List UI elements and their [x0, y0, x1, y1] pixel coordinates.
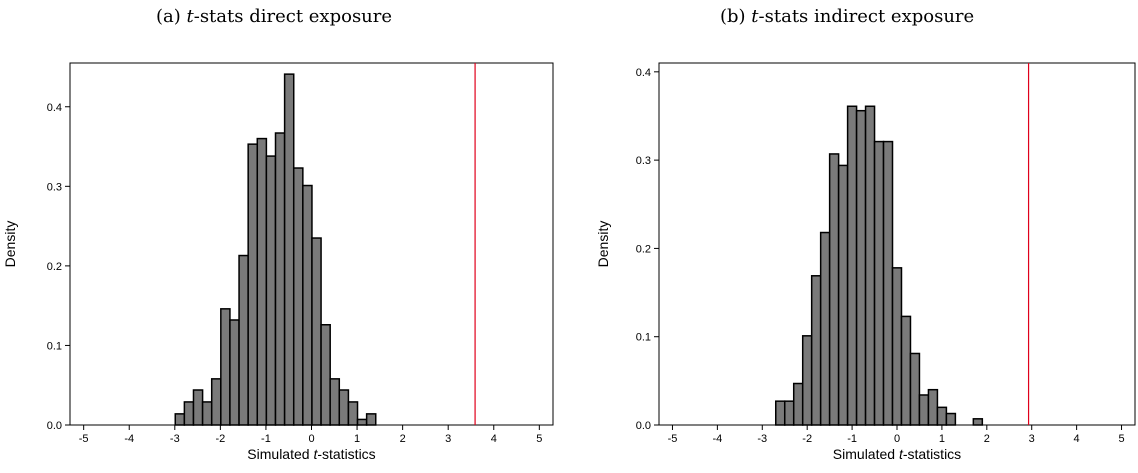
y-tick-label: 0.0 — [636, 420, 651, 432]
x-tick-label: 0 — [894, 433, 900, 445]
histogram-bar — [247, 143, 259, 426]
x-tick-label: 3 — [1029, 433, 1035, 445]
histogram-bar — [320, 324, 331, 426]
y-axis-label-a: Density — [2, 221, 18, 268]
x-tick-label: -5 — [79, 433, 89, 445]
histogram-bar — [972, 418, 984, 426]
x-tick-label: -3 — [170, 433, 180, 445]
x-tick-label: 1 — [354, 433, 360, 445]
x-tick-label: -5 — [668, 433, 678, 445]
histogram-bar — [900, 315, 912, 426]
chart-title-a: (a) t-stats direct exposure — [156, 6, 393, 27]
histogram-bar — [846, 105, 858, 426]
x-tick-label: -4 — [124, 433, 134, 445]
histogram-a: -5 -4 -3 -2 -1 0 1 2 3 4 5 0.0 0.1 0.2 0.3 0.4 Simulated… — [2, 62, 554, 462]
x-tick-label: 4 — [491, 433, 497, 445]
y-tick-label: 0.2 — [47, 261, 62, 273]
x-tick-label: 4 — [1074, 433, 1080, 445]
histogram-bar — [810, 275, 822, 426]
histogram-bar — [283, 73, 295, 426]
x-tick-label: -1 — [847, 433, 857, 445]
x-tick-label: -3 — [757, 433, 767, 445]
histogram-bar — [174, 413, 186, 426]
x-tick-label: 5 — [536, 433, 542, 445]
y-tick-label: 0.1 — [636, 332, 651, 344]
x-tick-label: 1 — [939, 433, 945, 445]
x-tick-label: 2 — [984, 433, 990, 445]
histogram-bar — [855, 109, 867, 426]
histogram-bar — [783, 400, 795, 426]
histogram-bar — [882, 140, 894, 426]
histogram-bar — [792, 382, 804, 426]
y-tick-label: 0.3 — [47, 181, 62, 193]
x-tick-label: -1 — [261, 433, 271, 445]
histogram-bar — [256, 137, 268, 426]
histogram-bar — [183, 401, 195, 426]
histogram-bar — [192, 389, 204, 426]
histogram-bar — [292, 167, 304, 426]
x-tick-label: 5 — [1118, 433, 1124, 445]
histogram-bar — [909, 352, 921, 426]
y-tick-label: 0.4 — [636, 67, 651, 79]
histogram-bar — [819, 231, 831, 426]
x-tick-label: -4 — [712, 433, 722, 445]
histogram-b: -5 -4 -3 -2 -1 0 1 2 3 4 5 0.0 0.1 0.2 0.3 0.4 Simulated… — [595, 62, 1136, 462]
histogram-bar — [201, 401, 213, 426]
histogram-bar — [338, 389, 350, 426]
histogram-bar — [365, 413, 377, 426]
y-tick-label: 0.0 — [47, 420, 62, 432]
histogram-bar — [265, 155, 277, 426]
histogram-bar — [873, 140, 885, 426]
histogram-bar — [220, 308, 231, 426]
x-axis-label-a: Simulated t-statistics — [247, 446, 375, 462]
histogram-bar — [927, 388, 939, 426]
x-tick-label: 2 — [400, 433, 406, 445]
y-tick-label: 0.2 — [636, 243, 651, 255]
x-tick-label: 0 — [308, 433, 314, 445]
histogram-bar — [837, 164, 849, 426]
histogram-bar — [347, 401, 359, 426]
chart-title-b: (b) t-stats indirect exposure — [720, 6, 975, 27]
histogram-bar — [210, 378, 222, 426]
histogram-bar — [238, 254, 249, 426]
histogram-bar — [864, 105, 876, 426]
histogram-bar — [945, 412, 957, 426]
y-tick-label: 0.3 — [636, 155, 651, 167]
histogram-bar — [891, 267, 903, 426]
histogram-bar — [329, 378, 341, 426]
histogram-bar — [936, 406, 948, 426]
histogram-bar — [274, 132, 286, 426]
histogram-bar — [229, 319, 240, 426]
x-tick-label: -2 — [215, 433, 225, 445]
y-tick-label: 0.4 — [47, 102, 62, 114]
histogram-bar — [828, 153, 840, 426]
y-axis-label-b: Density — [595, 221, 611, 268]
histogram-bar — [801, 335, 813, 426]
y-tick-label: 0.1 — [47, 340, 62, 352]
histogram-bar — [775, 400, 786, 426]
histogram-bar — [356, 418, 368, 426]
x-tick-label: 3 — [445, 433, 451, 445]
histogram-bar — [302, 184, 313, 426]
x-tick-label: -2 — [802, 433, 812, 445]
x-axis-label-b: Simulated t-statistics — [833, 446, 961, 462]
histogram-bar — [918, 394, 930, 426]
histogram-bar — [311, 237, 322, 426]
